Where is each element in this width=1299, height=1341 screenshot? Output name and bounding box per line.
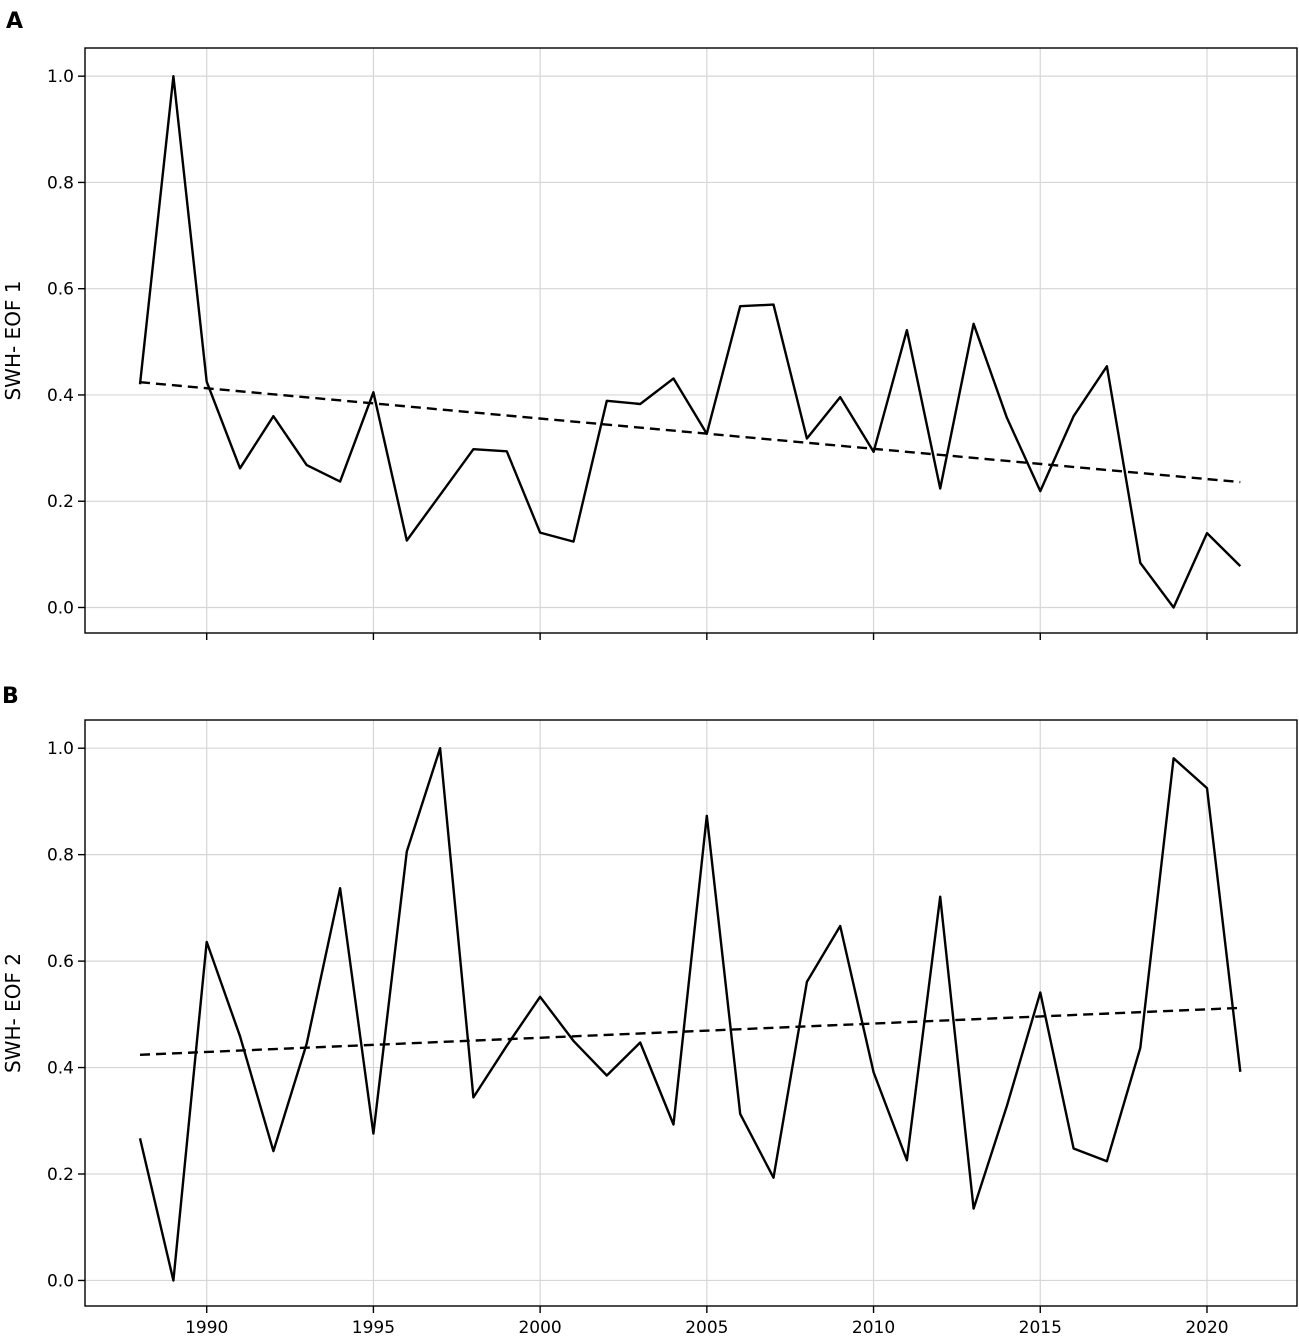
x-tick-label: 2010 xyxy=(852,1318,895,1338)
plot-frame xyxy=(84,47,1298,634)
y-tick-label: 1.0 xyxy=(47,739,74,759)
y-tick-label: 0.0 xyxy=(47,598,74,618)
y-axis-label: SWH- EOF 1 xyxy=(1,280,25,400)
x-tick-label: 2015 xyxy=(1019,1318,1062,1338)
data-line xyxy=(138,747,1242,1282)
y-tick-label: 0.4 xyxy=(47,386,74,406)
panel-label: A xyxy=(6,9,23,34)
x-tick-label: 1990 xyxy=(185,1318,228,1338)
y-axis-label: SWH- EOF 2 xyxy=(1,953,25,1073)
panel-b: B 1990 1995 2000 2005 2010 2015 2020 0.0 0.2 0.4 0.… xyxy=(1,684,1298,1338)
x-tick-label: 2005 xyxy=(685,1318,728,1338)
panel-label: B xyxy=(2,684,19,709)
y-tick-label: 0.8 xyxy=(47,846,74,866)
y-tick-label: 0.6 xyxy=(47,280,74,300)
trend-line xyxy=(139,381,1241,484)
y-tick-label: 0.2 xyxy=(47,1165,74,1185)
y-tick-label: 0.4 xyxy=(47,1059,74,1079)
data-line xyxy=(138,74,1242,609)
y-tick-label: 0.2 xyxy=(47,492,74,512)
x-tick-label: 1995 xyxy=(352,1318,395,1338)
trend-line xyxy=(139,1006,1241,1056)
plot-frame xyxy=(84,719,1298,1307)
y-tick-label: 0.6 xyxy=(47,952,74,972)
y-tick-label: 0.8 xyxy=(47,173,74,193)
x-tick-label: 2000 xyxy=(518,1318,561,1338)
y-tick-label: 1.0 xyxy=(47,67,74,87)
y-tick-label: 0.0 xyxy=(47,1271,74,1291)
panel-a: A 0.0 0.2 0.4 0.6 0.8 1.0 SWH- EOF 1 xyxy=(1,9,1298,640)
x-tick-label: 2020 xyxy=(1185,1318,1228,1338)
